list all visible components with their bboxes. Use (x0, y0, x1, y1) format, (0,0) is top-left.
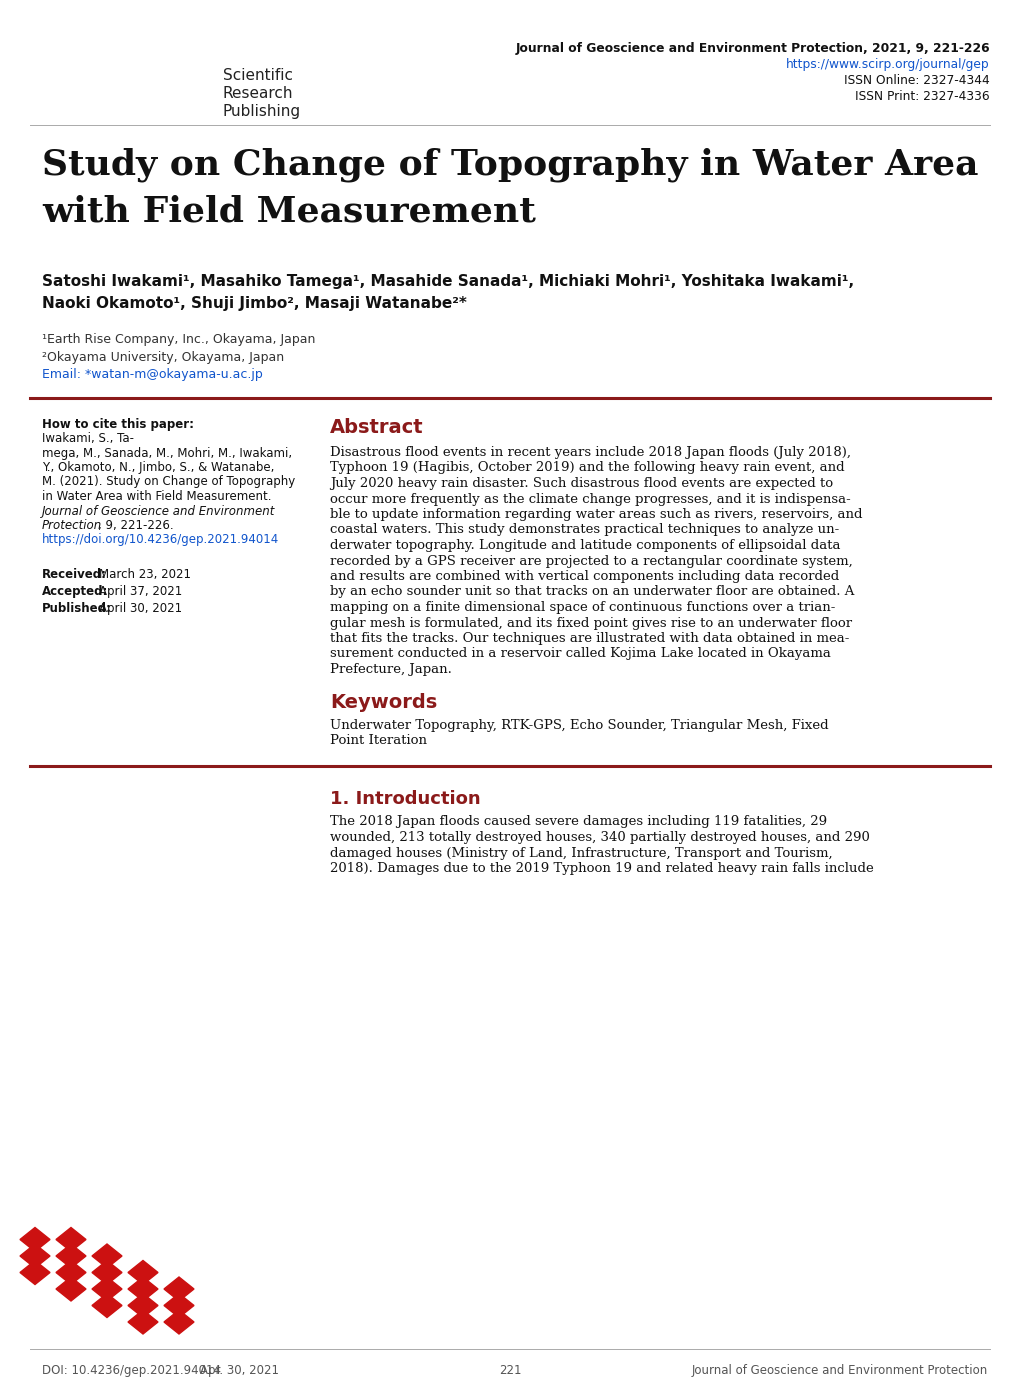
Text: with Field Measurement: with Field Measurement (42, 195, 535, 228)
Polygon shape (164, 1277, 194, 1301)
Text: M. (2021). Study on Change of Topography: M. (2021). Study on Change of Topography (42, 476, 294, 489)
Text: Journal of Geoscience and Environment: Journal of Geoscience and Environment (42, 505, 275, 518)
Polygon shape (92, 1244, 122, 1268)
Text: derwater topography. Longitude and latitude components of ellipsoidal data: derwater topography. Longitude and latit… (330, 538, 840, 552)
Polygon shape (127, 1294, 158, 1318)
Text: ISSN Print: 2327-4336: ISSN Print: 2327-4336 (855, 90, 989, 102)
Polygon shape (92, 1294, 122, 1318)
Polygon shape (164, 1311, 194, 1334)
Polygon shape (56, 1261, 86, 1284)
Text: 2018). Damages due to the 2019 Typhoon 19 and related heavy rain falls include: 2018). Damages due to the 2019 Typhoon 1… (330, 862, 873, 875)
Text: Keywords: Keywords (330, 692, 437, 711)
Text: April 30, 2021: April 30, 2021 (99, 602, 182, 614)
Text: Received:: Received: (42, 567, 107, 581)
Text: The 2018 Japan floods caused severe damages including 119 fatalities, 29: The 2018 Japan floods caused severe dama… (330, 815, 826, 829)
Text: How to cite this paper:: How to cite this paper: (42, 418, 194, 430)
Text: Apr. 30, 2021: Apr. 30, 2021 (200, 1365, 279, 1377)
Polygon shape (127, 1261, 158, 1284)
Polygon shape (127, 1277, 158, 1301)
Text: Iwakami, S., Ta-: Iwakami, S., Ta- (42, 432, 133, 446)
Polygon shape (20, 1261, 50, 1284)
Text: Protection: Protection (42, 519, 102, 531)
Polygon shape (92, 1261, 122, 1284)
Text: recorded by a GPS receiver are projected to a rectangular coordinate system,: recorded by a GPS receiver are projected… (330, 555, 852, 567)
Polygon shape (56, 1277, 86, 1301)
Polygon shape (20, 1244, 50, 1268)
Text: ²Okayama University, Okayama, Japan: ²Okayama University, Okayama, Japan (42, 352, 284, 364)
Text: ble to update information regarding water areas such as rivers, reservoirs, and: ble to update information regarding wate… (330, 508, 862, 520)
Text: Y., Okamoto, N., Jimbo, S., & Watanabe,: Y., Okamoto, N., Jimbo, S., & Watanabe, (42, 461, 274, 473)
Text: by an echo sounder unit so that tracks on an underwater floor are obtained. A: by an echo sounder unit so that tracks o… (330, 585, 854, 598)
Text: Prefecture, Japan.: Prefecture, Japan. (330, 663, 451, 675)
Text: mapping on a finite dimensional space of continuous functions over a trian-: mapping on a finite dimensional space of… (330, 601, 835, 614)
Text: Publishing: Publishing (223, 104, 301, 119)
Text: mega, M., Sanada, M., Mohri, M., Iwakami,: mega, M., Sanada, M., Mohri, M., Iwakami… (42, 447, 291, 459)
Polygon shape (127, 1311, 158, 1334)
Polygon shape (164, 1294, 194, 1318)
Text: Journal of Geoscience and Environment Protection, 2021, 9, 221-226: Journal of Geoscience and Environment Pr… (515, 42, 989, 55)
Text: April 37, 2021: April 37, 2021 (99, 585, 182, 598)
Text: https://www.scirp.org/journal/gep: https://www.scirp.org/journal/gep (786, 58, 989, 71)
Text: https://doi.org/10.4236/gep.2021.94014: https://doi.org/10.4236/gep.2021.94014 (42, 533, 279, 547)
Text: and results are combined with vertical components including data recorded: and results are combined with vertical c… (330, 570, 839, 583)
Text: Research: Research (223, 86, 293, 101)
Text: Published:: Published: (42, 602, 112, 614)
Text: that fits the tracks. Our techniques are illustrated with data obtained in mea-: that fits the tracks. Our techniques are… (330, 632, 849, 645)
Text: July 2020 heavy rain disaster. Such disastrous flood events are expected to: July 2020 heavy rain disaster. Such disa… (330, 477, 833, 490)
Text: Journal of Geoscience and Environment Protection: Journal of Geoscience and Environment Pr… (691, 1365, 987, 1377)
Text: Disastrous flood events in recent years include 2018 Japan floods (July 2018),: Disastrous flood events in recent years … (330, 446, 850, 459)
Text: DOI: 10.4236/gep.2021.94014: DOI: 10.4236/gep.2021.94014 (42, 1365, 221, 1377)
Text: Underwater Topography, RTK-GPS, Echo Sounder, Triangular Mesh, Fixed: Underwater Topography, RTK-GPS, Echo Sou… (330, 718, 827, 732)
Text: March 23, 2021: March 23, 2021 (99, 567, 191, 581)
Text: Point Iteration: Point Iteration (330, 734, 427, 747)
Text: , 9, 221-226.: , 9, 221-226. (98, 519, 173, 531)
Text: 1. Introduction: 1. Introduction (330, 789, 480, 807)
Text: in Water Area with Field Measurement.: in Water Area with Field Measurement. (42, 490, 271, 502)
Text: surement conducted in a reservoir called Kojima Lake located in Okayama: surement conducted in a reservoir called… (330, 648, 830, 660)
Text: wounded, 213 totally destroyed houses, 340 partially destroyed houses, and 290: wounded, 213 totally destroyed houses, 3… (330, 830, 869, 844)
Text: Typhoon 19 (Hagibis, October 2019) and the following heavy rain event, and: Typhoon 19 (Hagibis, October 2019) and t… (330, 461, 844, 475)
Text: coastal waters. This study demonstrates practical techniques to analyze un-: coastal waters. This study demonstrates … (330, 523, 839, 537)
Text: occur more frequently as the climate change progresses, and it is indispensa-: occur more frequently as the climate cha… (330, 493, 850, 505)
Text: ISSN Online: 2327-4344: ISSN Online: 2327-4344 (844, 73, 989, 87)
Polygon shape (92, 1277, 122, 1301)
Text: Email: *watan-m@okayama-u.ac.jp: Email: *watan-m@okayama-u.ac.jp (42, 368, 263, 381)
Text: gular mesh is formulated, and its fixed point gives rise to an underwater floor: gular mesh is formulated, and its fixed … (330, 616, 851, 630)
Text: Study on Change of Topography in Water Area: Study on Change of Topography in Water A… (42, 148, 977, 183)
Text: 221: 221 (498, 1365, 521, 1377)
Text: Accepted:: Accepted: (42, 585, 108, 598)
Text: Scientific: Scientific (223, 68, 292, 83)
Text: damaged houses (Ministry of Land, Infrastructure, Transport and Tourism,: damaged houses (Ministry of Land, Infras… (330, 847, 832, 859)
Text: Naoki Okamoto¹, Shuji Jimbo², Masaji Watanabe²*: Naoki Okamoto¹, Shuji Jimbo², Masaji Wat… (42, 296, 467, 311)
Text: Satoshi Iwakami¹, Masahiko Tamega¹, Masahide Sanada¹, Michiaki Mohri¹, Yoshitaka: Satoshi Iwakami¹, Masahiko Tamega¹, Masa… (42, 274, 853, 289)
Text: ¹Earth Rise Company, Inc., Okayama, Japan: ¹Earth Rise Company, Inc., Okayama, Japa… (42, 334, 315, 346)
Polygon shape (20, 1228, 50, 1251)
Polygon shape (56, 1244, 86, 1268)
Text: Abstract: Abstract (330, 418, 423, 437)
Polygon shape (56, 1228, 86, 1251)
